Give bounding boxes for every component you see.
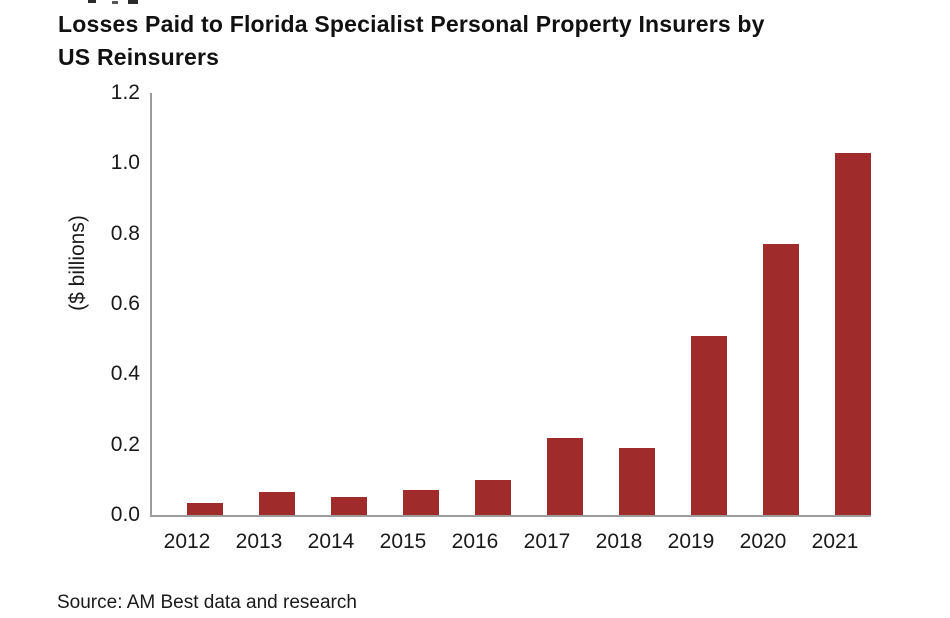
bar-2015 xyxy=(403,490,439,515)
x-tick-label-2019: 2019 xyxy=(667,530,715,553)
y-tick-label-0.0: 0.0 xyxy=(110,503,140,526)
y-axis-line xyxy=(150,93,152,517)
bar-2013 xyxy=(259,492,295,515)
x-tick-label-2016: 2016 xyxy=(451,530,499,553)
x-tick-label-2021: 2021 xyxy=(811,530,859,553)
x-tick-label-2017: 2017 xyxy=(523,530,571,553)
bar-2017 xyxy=(547,437,583,515)
y-tick-label-1.0: 1.0 xyxy=(110,151,140,175)
chart-title-line1: Losses Paid to Florida Specialist Person… xyxy=(58,11,765,37)
x-axis-labels: 2012 2013 2014 2015 2016 2017 2018 2019 2020 2021 xyxy=(151,529,871,555)
chart-title-line2: US Reinsurers xyxy=(58,44,220,70)
y-tick-label-1.2: 1.2 xyxy=(110,81,140,104)
bar-2016 xyxy=(475,479,511,515)
bar-2021 xyxy=(835,152,871,515)
bar-2019 xyxy=(691,335,727,515)
source-note: Source: AM Best data and research xyxy=(57,592,357,613)
y-tick-label-0.8: 0.8 xyxy=(110,221,140,245)
plot-area xyxy=(151,93,871,515)
y-tick-label-0.6: 0.6 xyxy=(110,292,140,315)
x-tick-label-2013: 2013 xyxy=(235,530,283,553)
y-tick-label-0.4: 0.4 xyxy=(110,362,140,386)
bar-2018 xyxy=(619,448,655,515)
x-tick-label-2015: 2015 xyxy=(379,530,427,553)
x-tick-label-2020: 2020 xyxy=(739,530,787,553)
chart-title: Losses Paid to Florida Specialist Person… xyxy=(58,8,898,74)
x-axis-line xyxy=(150,515,871,517)
bar-2012 xyxy=(187,502,223,515)
bar-2020 xyxy=(763,244,799,515)
y-tick-label-0.2: 0.2 xyxy=(110,432,140,456)
x-tick-label-2014: 2014 xyxy=(307,530,355,553)
bar-2014 xyxy=(331,497,367,515)
x-tick-label-2018: 2018 xyxy=(595,530,643,553)
x-tick-label-2012: 2012 xyxy=(163,530,211,553)
